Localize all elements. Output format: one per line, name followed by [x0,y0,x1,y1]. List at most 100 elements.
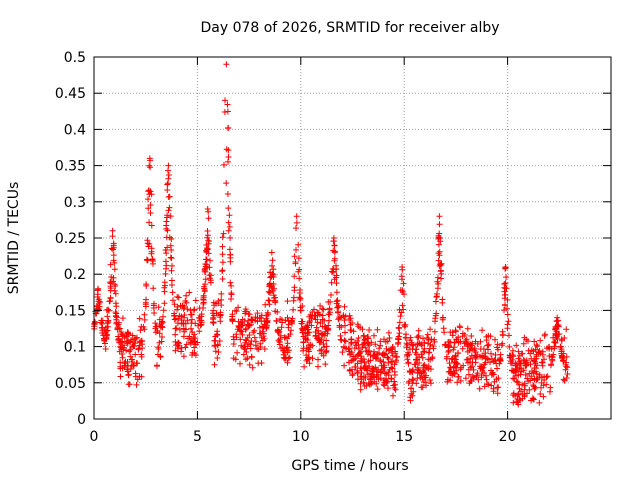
data-point [534,362,540,369]
data-point [270,281,277,287]
y-axis-label: SRMTID / TECUs [6,182,22,295]
x-tick-label: 20 [499,429,517,445]
data-point [403,331,409,338]
data-point [157,323,164,330]
data-point [560,376,567,383]
data-point [491,357,498,364]
data-point [311,306,317,313]
data-point [188,325,194,332]
data-point [319,305,326,312]
data-point [111,266,118,273]
data-point [401,291,407,298]
data-point [414,341,421,348]
data-point [165,162,172,169]
data-point [161,288,168,295]
data-point [325,299,332,305]
data-point [144,257,151,264]
x-tick-label: 0 [90,429,99,445]
data-point [361,332,367,339]
data-point [155,304,162,311]
data-point [186,333,193,340]
data-point [188,311,195,318]
data-point [316,311,323,318]
data-point [148,191,155,198]
data-point [436,213,443,220]
data-point [399,302,406,309]
data-point [164,227,171,234]
data-point [121,334,128,341]
data-point [490,358,497,365]
data-point [441,329,448,336]
data-point [266,283,273,290]
data-point [254,310,261,317]
data-point [109,233,116,240]
data-point [183,299,190,306]
data-point [326,317,332,324]
data-point [102,346,109,352]
data-point [201,287,208,293]
data-point [513,342,520,349]
data-point [374,351,381,358]
data-point [385,329,392,336]
data-point [416,353,423,360]
data-point [477,346,484,352]
data-point [202,276,209,283]
data-point [284,359,291,366]
data-point [550,334,557,341]
data-point [269,257,276,264]
data-point [95,301,102,307]
data-point [385,385,391,392]
data-point [121,362,128,369]
data-point [435,257,442,264]
axis-ticks: 0 0.05 0.1 0.15 0.2 0.25 0.3 0.35 0.4 0.45 0.5 0 5 10… [55,50,611,445]
data-point [457,366,464,373]
data-point [387,346,393,353]
data-point [375,376,382,383]
data-point [438,267,444,274]
data-point [164,181,171,188]
data-point [108,279,114,286]
data-point [439,299,446,306]
data-point [334,309,341,316]
data-point [191,331,198,338]
data-point [191,350,198,357]
data-point [372,364,379,371]
data-point [546,345,553,352]
data-point [203,256,210,263]
data-point [328,292,334,298]
data-point [405,349,411,356]
data-point [515,355,522,362]
data-point [477,365,484,372]
data-point [352,364,359,370]
data-point [456,323,463,330]
data-point [533,355,540,362]
data-point [373,355,380,362]
data-point [341,303,348,310]
data-point [342,322,348,329]
data-point [234,326,241,333]
data-point [291,284,298,291]
data-point [290,306,297,313]
data-point [434,290,440,297]
data-point [436,248,443,255]
data-point [453,364,460,371]
data-point [435,241,442,248]
data-point [117,373,124,380]
data-point [492,336,498,343]
data-point [563,326,570,333]
data-point [547,388,553,395]
data-point [168,277,175,284]
data-point [244,321,251,328]
data-point [246,311,253,318]
data-point [550,351,557,358]
data-point [399,264,406,270]
data-point [206,264,213,271]
data-point [339,349,346,356]
data-point [315,327,322,334]
data-point [378,362,385,369]
data-point [268,273,275,280]
data-point [360,379,367,386]
data-point [385,372,392,379]
data-point [355,376,361,383]
data-point [421,345,428,352]
